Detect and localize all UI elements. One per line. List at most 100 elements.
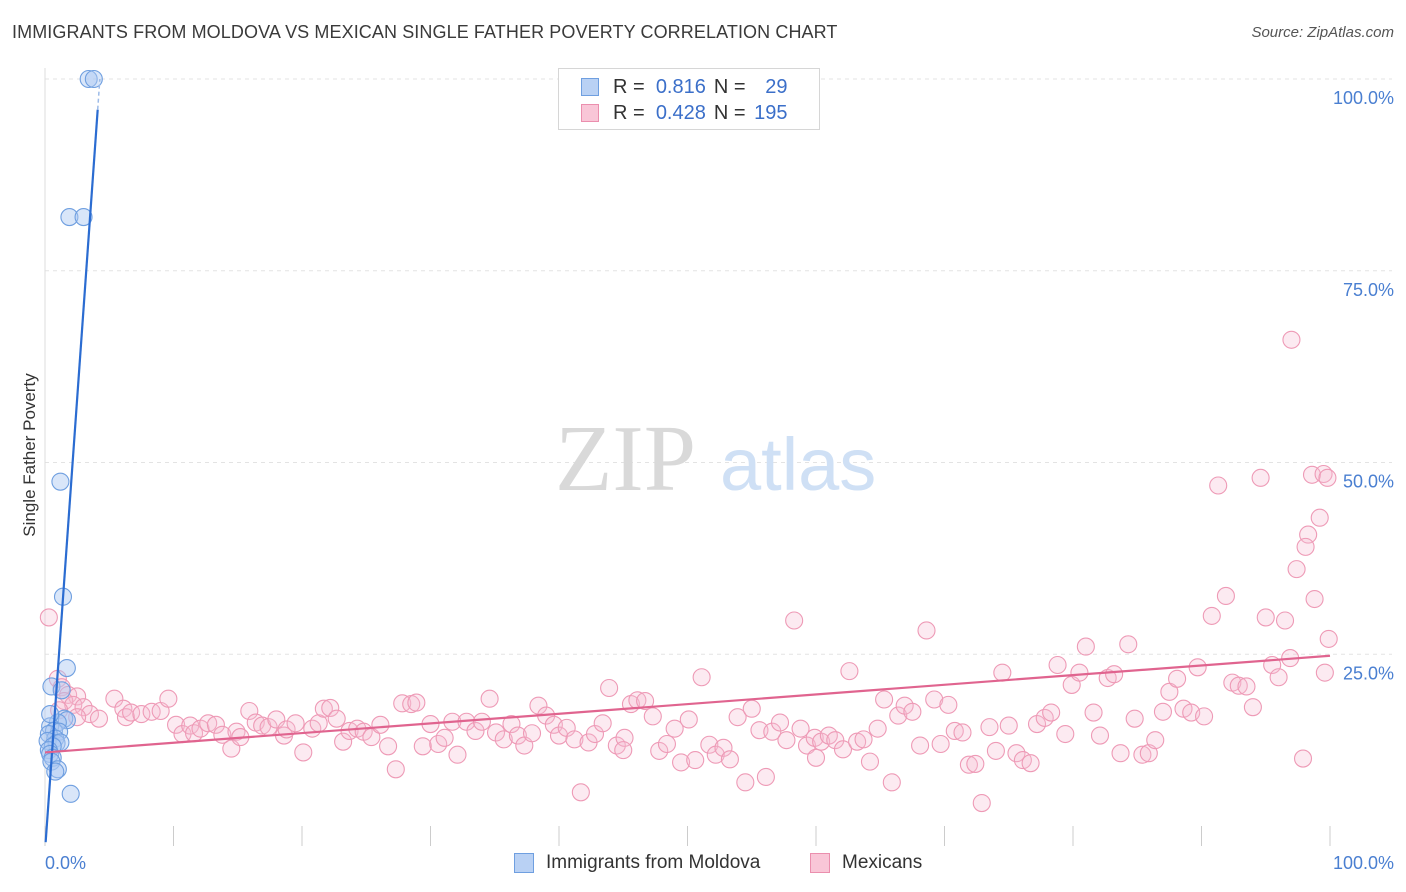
mexican-point [1139,744,1158,763]
mexican-point [665,719,684,738]
mexican-point [1084,703,1103,722]
source-label: Source: ZipAtlas.com [1251,24,1394,41]
mexican-point [565,730,584,749]
mexican-point [931,734,950,754]
mexican-point [1256,608,1275,627]
tick-labels: 25.0% 50.0% 75.0% 100.0% 0.0% 100.0% [45,88,1394,873]
moldova-point [51,472,70,491]
mexican-point [636,691,655,711]
y-tick-label: 75.0% [1343,280,1394,300]
moldova-trend-extension [96,78,101,110]
mexican-point [371,715,390,734]
mexican-point [1146,731,1165,750]
mexican-point [785,611,804,630]
mexican-point [1275,611,1295,630]
mexican-point [486,723,506,742]
mexican-point [686,751,705,770]
moldova-trend-line [44,109,99,843]
moldova-point [61,784,80,803]
mexican-point [1021,754,1040,773]
mexican-point [980,718,999,737]
mexican-point [480,689,499,708]
mexican-point [502,714,521,734]
mexican-point [763,722,782,741]
axes [44,68,1331,846]
mexican-point [1042,703,1061,722]
moldova-point [84,69,103,89]
legend-n-label: N = [713,101,746,124]
mexican-point [657,734,676,754]
mexican-point [593,714,612,733]
mexican-point [286,714,305,733]
mexican-point [854,730,873,749]
mexican-point [105,689,124,708]
mexican-point [714,738,733,757]
mexican-point [294,743,313,762]
mexican-point [840,662,859,681]
mexican-point [39,608,58,627]
mexican-point [1195,707,1214,726]
mexican-point [386,760,405,779]
mexican-point [953,723,972,742]
series-legend-moldova: Immigrants from Moldova [514,852,760,874]
mexican-point [959,755,978,774]
mexican-point [240,701,259,721]
legend-r-value: 0.428 [655,101,706,124]
legend-n-value: 195 [754,101,788,124]
mexican-point [1269,668,1288,687]
moldova-point [48,760,67,779]
legend-swatch-moldova [581,78,599,96]
mexican-point [791,719,810,738]
mexican-point [889,706,908,725]
mexican-point [1216,586,1235,606]
mexican-point [327,709,346,728]
mexican-point [911,736,930,755]
legend-row-mexicans: R = 0.428 N = 195 [581,101,788,125]
mexican-point [925,690,944,709]
watermark-atlas: atlas [720,423,876,506]
mexican-point [945,721,964,741]
legend-r-label: R = [613,101,645,124]
mexican-point [159,689,178,708]
mexican-point [199,714,218,733]
legend-row-moldova: R = 0.816 N = 29 [581,75,788,99]
mexican-point [903,702,922,721]
mexican-point [1168,669,1187,688]
mexican-point [939,695,958,714]
mexican-point [1105,665,1124,684]
mexican-point [1007,744,1026,763]
mexican-point [728,708,747,727]
mexican-point [1119,635,1138,654]
mexican-point [1318,468,1337,487]
mexican-point [1310,508,1329,527]
mexican-point [522,724,542,743]
mexican-point [826,731,845,750]
watermark-zip: ZIP [555,407,696,511]
chart-title: IMMIGRANTS FROM MOLDOVA VS MEXICAN SINGL… [12,22,838,42]
mexican-point [806,748,826,767]
mexican-point [1076,637,1095,656]
mexican-point [972,793,991,813]
mexican-point [435,728,454,747]
mexican-point [1070,663,1089,682]
mexican-point [882,773,901,792]
mexican-point [1296,537,1315,556]
mexican-point [1229,676,1248,695]
mexican-point [1048,655,1067,675]
mexican-point [549,726,569,745]
mexican-point [679,710,698,729]
mexican-point [1056,724,1075,744]
mexican-point [1153,702,1172,721]
mexican-point [1319,629,1338,648]
mexican-point [321,698,340,717]
mexican-point [413,737,432,756]
stats-legend: R = 0.816 N = 29 R = 0.428 N = 195 [558,68,820,130]
mexican-trend-line [44,654,1331,754]
mexican-point [833,740,853,759]
legend-n-value: 29 [765,75,788,98]
mexican-point [993,663,1012,682]
mexican-point [650,741,669,760]
mexican-point [777,731,796,750]
mexican-point [74,698,93,717]
y-tick-label: 50.0% [1343,472,1394,492]
